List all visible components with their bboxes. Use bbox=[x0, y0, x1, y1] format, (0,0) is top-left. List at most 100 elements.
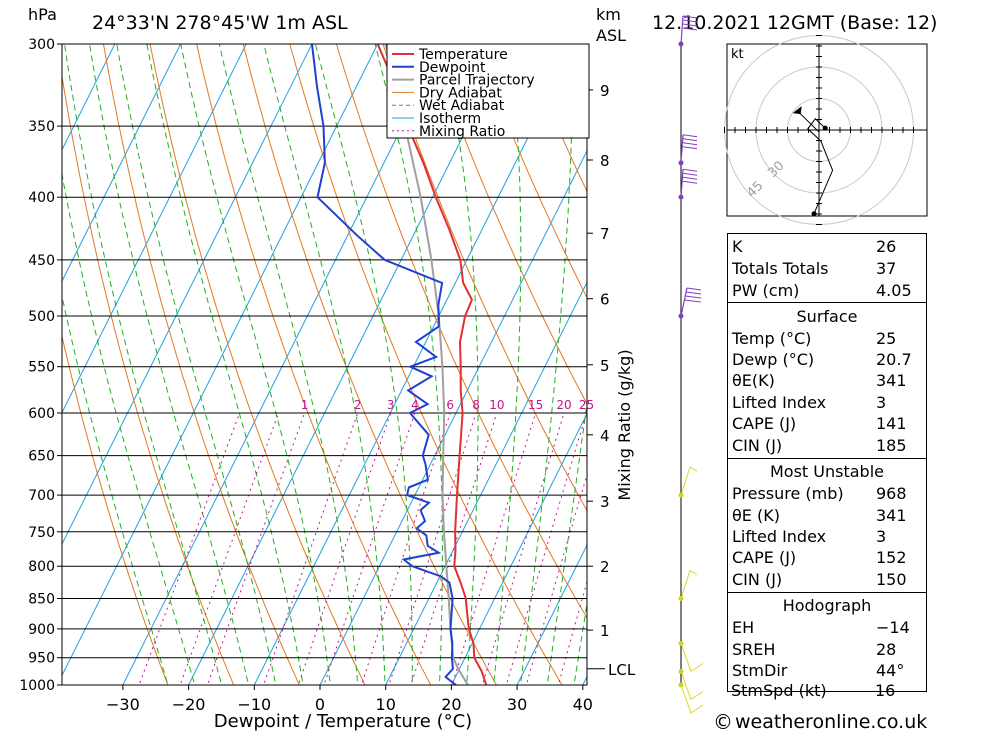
temperature-tick-label: 0 bbox=[315, 695, 325, 714]
index-row-k: K 26 bbox=[732, 236, 920, 257]
x-axis-title: Dewpoint / Temperature (°C) bbox=[214, 711, 472, 732]
hodograph-trace bbox=[807, 118, 834, 214]
isotherm-line bbox=[62, 44, 379, 677]
mixing-ratio-label: 3 bbox=[387, 398, 395, 412]
mixing-ratio-label: 20 bbox=[556, 398, 571, 412]
pressure-tick-label: 600 bbox=[28, 406, 55, 422]
temperature-tick-label: 40 bbox=[573, 695, 593, 714]
surface-label: Dewp (°C) bbox=[732, 350, 815, 369]
surface-value: 3 bbox=[876, 393, 887, 412]
height-tick-label: 1 bbox=[600, 622, 610, 640]
wind-barb-flag bbox=[682, 138, 698, 142]
most-unstable-label: Pressure (mb) bbox=[732, 484, 844, 503]
legend-entry: Mixing Ratio bbox=[419, 124, 505, 140]
isotherm-line bbox=[450, 412, 587, 685]
pressure-unit-label: hPa bbox=[28, 5, 57, 24]
wet-adiabat-line bbox=[573, 600, 587, 685]
wet-adiabat-line bbox=[546, 399, 587, 685]
storm-motion-arrowhead bbox=[792, 106, 802, 115]
most-unstable-row: Pressure (mb) 968 bbox=[732, 483, 920, 504]
mixing-ratio-line bbox=[206, 412, 305, 685]
most-unstable-title: Most Unstable bbox=[770, 462, 884, 481]
wind-barb bbox=[680, 15, 684, 45]
most-unstable-label: CAPE (J) bbox=[732, 548, 797, 567]
height-tick-label: 8 bbox=[600, 152, 610, 170]
isotherm-line bbox=[516, 544, 587, 685]
dry-adiabat-line bbox=[62, 334, 169, 685]
mixing-ratio-label: 1 bbox=[301, 398, 309, 412]
chart-grid bbox=[62, 0, 1000, 711]
wind-barb bbox=[680, 287, 688, 317]
series-dewpoint bbox=[311, 44, 457, 685]
mixing-ratio-label: 6 bbox=[446, 398, 454, 412]
most-unstable-label: Lifted Index bbox=[732, 527, 827, 546]
legend-entry: Wet Adiabat bbox=[419, 98, 505, 114]
hodograph-param-label: SREH bbox=[732, 640, 776, 659]
legend-entry: Dry Adiabat bbox=[419, 85, 502, 101]
wind-barb-flag bbox=[682, 172, 698, 176]
wind-barb-flag bbox=[686, 291, 702, 295]
most-unstable-value: 968 bbox=[876, 484, 907, 503]
height-asl-label: ASL bbox=[596, 26, 626, 45]
hodograph-param-value: 28 bbox=[876, 640, 897, 659]
dry-adiabat-line bbox=[522, 44, 587, 193]
surface-title: Surface bbox=[796, 307, 858, 326]
surface-row: θE(K) 341 bbox=[732, 370, 920, 391]
height-tick-label: 3 bbox=[600, 493, 610, 511]
mixing-ratio-line bbox=[138, 412, 241, 685]
hodograph-end-dot bbox=[822, 125, 828, 131]
surface-value: 341 bbox=[876, 371, 907, 390]
pressure-tick-label: 800 bbox=[28, 559, 55, 575]
isotherm-line bbox=[62, 44, 247, 414]
legend-entry: Isotherm bbox=[419, 111, 481, 127]
legend-entry: Temperature bbox=[418, 47, 508, 63]
surface-value: 20.7 bbox=[876, 350, 912, 369]
pressure-tick-label: 650 bbox=[28, 449, 55, 465]
index-label: K bbox=[732, 237, 743, 256]
hodograph-param-label: EH bbox=[732, 618, 755, 637]
temperature-tick-label: 10 bbox=[376, 695, 396, 714]
wind-barb bbox=[680, 643, 704, 673]
most-unstable-label: CIN (J) bbox=[732, 570, 783, 589]
mixing-ratio-label: 8 bbox=[472, 398, 480, 412]
chart-series bbox=[311, 44, 488, 685]
height-tick-label: 9 bbox=[600, 82, 610, 100]
copyright-icon: © bbox=[713, 710, 733, 733]
pressure-tick-label: 350 bbox=[28, 119, 55, 135]
mixing-ratio-line bbox=[263, 412, 359, 685]
pressure-tick-label: 850 bbox=[28, 591, 55, 607]
mixing-ratio-line bbox=[360, 412, 451, 685]
surface-label: CAPE (J) bbox=[732, 414, 797, 433]
isotherm-line bbox=[62, 44, 182, 283]
most-unstable-label: θE (K) bbox=[732, 506, 780, 525]
dry-adiabat-line bbox=[428, 44, 587, 405]
pressure-tick-label: 300 bbox=[28, 37, 55, 53]
pressure-tick-label: 500 bbox=[28, 309, 55, 325]
hodograph-unit-label: kt bbox=[731, 47, 744, 62]
height-tick-label: 4 bbox=[600, 427, 610, 445]
index-value: 37 bbox=[876, 259, 897, 278]
pressure-tick-label: 550 bbox=[28, 360, 55, 376]
wet-adiabat-line bbox=[180, 44, 331, 685]
index-row-totals: Totals Totals 37 bbox=[732, 258, 920, 279]
temperature-tick-label: 20 bbox=[441, 695, 461, 714]
surface-row: Dewp (°C) 20.7 bbox=[732, 349, 920, 370]
location-label: 24°33'N 278°45'W 1m ASL bbox=[92, 12, 348, 34]
wind-barb-flag bbox=[684, 299, 702, 303]
index-value: 4.05 bbox=[876, 281, 912, 300]
pressure-tick-label: 750 bbox=[28, 525, 55, 541]
wet-adiabat-line bbox=[116, 44, 277, 685]
legend-entry: Dewpoint bbox=[419, 60, 486, 76]
dry-adiabat-line bbox=[928, 0, 1000, 711]
wind-barb bbox=[680, 569, 698, 599]
pressure-tick-label: 400 bbox=[28, 190, 55, 206]
height-tick-label: 5 bbox=[600, 357, 610, 375]
most-unstable-value: 341 bbox=[876, 506, 907, 525]
hodograph-param-value: 44° bbox=[876, 661, 905, 680]
height-tick-label: 6 bbox=[600, 291, 610, 309]
site-label: weatheronline.co.uk bbox=[735, 711, 927, 733]
wet-adiabat-line bbox=[263, 44, 386, 685]
temperature-tick-label: −10 bbox=[237, 695, 271, 714]
isotherm-line bbox=[385, 281, 587, 685]
